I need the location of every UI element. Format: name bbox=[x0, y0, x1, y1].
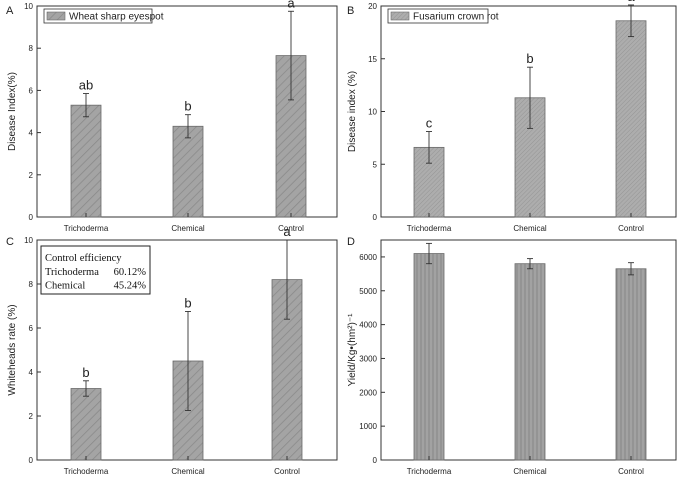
y-tick-label: 6 bbox=[29, 324, 34, 333]
y-axis-label: Whiteheads rate (%) bbox=[7, 304, 18, 395]
y-tick-label: 20 bbox=[368, 2, 377, 11]
legend-swatch bbox=[390, 11, 410, 21]
annotation-row-value: 60.12% bbox=[114, 267, 147, 278]
legend-text: Fusarium crown rot bbox=[413, 12, 499, 23]
y-tick-label: 0 bbox=[373, 213, 378, 222]
significance-letter: a bbox=[627, 0, 635, 4]
y-tick-label: 0 bbox=[29, 456, 34, 465]
y-tick-label: 2000 bbox=[359, 388, 377, 397]
legend-box bbox=[43, 8, 153, 24]
significance-letter: b bbox=[184, 99, 191, 114]
x-tick-label: Control bbox=[618, 224, 644, 233]
significance-letter: a bbox=[287, 0, 295, 10]
panel-label: A bbox=[6, 5, 14, 17]
x-tick-label: Trichoderma bbox=[407, 224, 452, 233]
bar-trichoderma bbox=[70, 104, 102, 218]
panel-label: D bbox=[347, 236, 355, 248]
bar-trichoderma bbox=[70, 388, 102, 461]
panel-c: C 0 2 4 6 8 10 Whiteheads rate (%) b Trichoderma b… bbox=[6, 224, 338, 476]
significance-letter: ab bbox=[79, 78, 93, 93]
annotation-frame bbox=[40, 245, 151, 295]
bar-trichoderma bbox=[413, 253, 445, 461]
y-tick-label: 4000 bbox=[359, 321, 377, 330]
annotation-title: Control efficiency bbox=[45, 253, 122, 264]
y-tick-label: 4 bbox=[29, 129, 34, 138]
y-tick-label: 2 bbox=[29, 412, 34, 421]
legend-box bbox=[387, 8, 489, 24]
panel-d: D 0 1000 2000 3000 4000 5000 6000 Yield/Kg•(hm²)… bbox=[347, 236, 677, 476]
y-tick-label: 10 bbox=[368, 108, 377, 117]
y-tick-label: 5000 bbox=[359, 287, 377, 296]
panel-label: B bbox=[347, 5, 354, 17]
x-tick-label: Control bbox=[274, 467, 300, 476]
x-tick-label: Chemical bbox=[171, 224, 205, 233]
y-axis-label: Yield/Kg•(hm²)⁻¹ bbox=[347, 313, 358, 387]
legend-swatch bbox=[46, 11, 66, 21]
y-tick-label: 8 bbox=[29, 44, 34, 53]
x-tick-label: Control bbox=[618, 467, 644, 476]
y-tick-label: 6000 bbox=[359, 253, 377, 262]
significance-letter: c bbox=[426, 116, 433, 131]
panel-b: B 0 5 10 15 20 Disease index (%) c Trichoderma b C… bbox=[347, 0, 677, 233]
y-tick-label: 15 bbox=[368, 55, 377, 64]
y-tick-label: 10 bbox=[24, 2, 33, 11]
annotation-row-value: 45.24% bbox=[114, 281, 147, 292]
y-tick-label: 8 bbox=[29, 280, 34, 289]
significance-letter: b bbox=[526, 51, 533, 66]
x-tick-label: Chemical bbox=[513, 224, 547, 233]
x-tick-label: Trichoderma bbox=[407, 467, 452, 476]
annotation-row-name: Chemical bbox=[45, 281, 85, 292]
y-tick-label: 2 bbox=[29, 171, 34, 180]
significance-letter: a bbox=[283, 224, 291, 239]
y-tick-label: 0 bbox=[29, 213, 34, 222]
significance-letter: b bbox=[82, 365, 89, 380]
bar-trichoderma bbox=[413, 146, 445, 218]
y-tick-label: 1000 bbox=[359, 422, 377, 431]
bar-control bbox=[615, 20, 647, 218]
y-tick-label: 10 bbox=[24, 236, 33, 245]
bar-control bbox=[615, 268, 647, 461]
control-efficiency-box: Control efficiency Trichoderma 60.12% Chemi… bbox=[40, 245, 151, 295]
annotation-row-name: Trichoderma bbox=[45, 267, 99, 278]
x-tick-label: Trichoderma bbox=[64, 467, 109, 476]
panel-label: C bbox=[6, 236, 14, 248]
y-tick-label: 6 bbox=[29, 86, 34, 95]
y-tick-label: 5 bbox=[373, 160, 378, 169]
y-tick-label: 4 bbox=[29, 368, 34, 377]
panel-a: A 0 2 4 6 8 10 Disease Index(%) ab Trichoderma b Ch… bbox=[6, 0, 338, 233]
y-tick-label: 0 bbox=[373, 456, 378, 465]
legend: Wheat sharp eyespot bbox=[43, 8, 164, 24]
y-axis-label: Disease index (%) bbox=[347, 71, 358, 152]
bar-chemical bbox=[172, 125, 204, 218]
legend: Fusarium crown rot bbox=[387, 8, 499, 24]
significance-letter: b bbox=[184, 296, 191, 311]
y-tick-label: 3000 bbox=[359, 354, 377, 363]
x-tick-label: Control bbox=[278, 224, 304, 233]
y-axis-label: Disease Index(%) bbox=[7, 72, 18, 151]
x-tick-label: Chemical bbox=[171, 467, 205, 476]
bar-chemical bbox=[514, 263, 546, 461]
legend-text: Wheat sharp eyespot bbox=[69, 12, 164, 23]
x-tick-label: Chemical bbox=[513, 467, 547, 476]
x-tick-label: Trichoderma bbox=[64, 224, 109, 233]
